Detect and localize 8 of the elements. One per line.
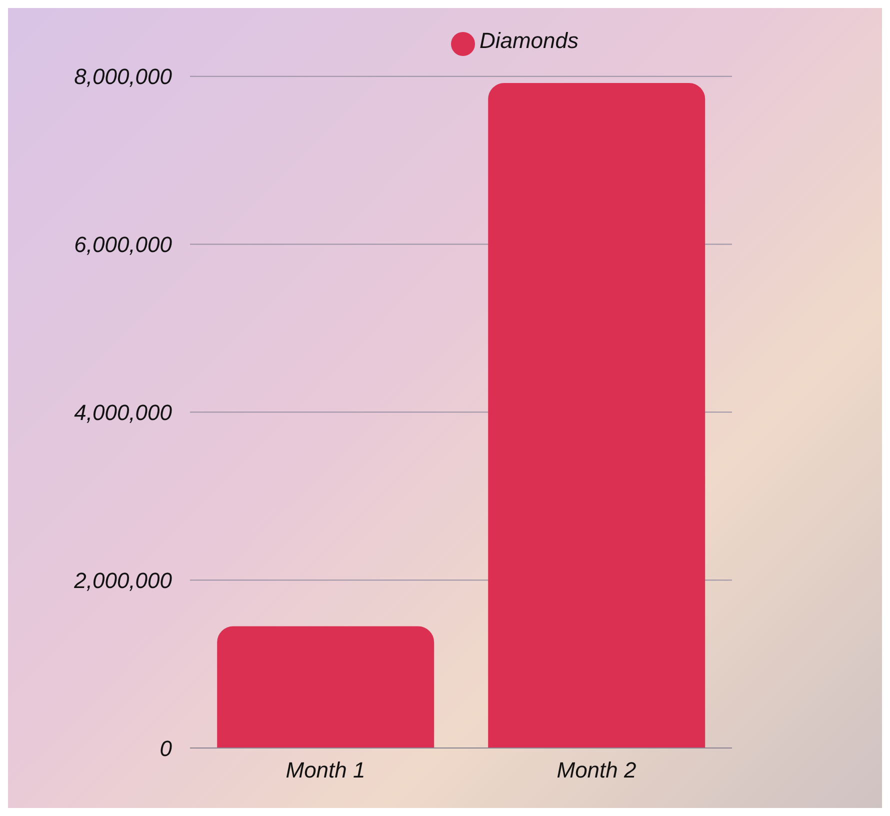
legend-label: Diamonds	[479, 28, 579, 53]
y-tick-label: 8,000,000	[74, 64, 173, 90]
y-tick-label: 4,000,000	[74, 400, 173, 425]
x-tick-label: Month 1	[286, 758, 366, 783]
x-tick-label: Month 2	[556, 758, 636, 783]
y-tick-label: 2,000,000	[73, 568, 173, 593]
y-tick-label: 0	[160, 736, 173, 761]
y-tick-label: 6,000,000	[74, 232, 173, 258]
